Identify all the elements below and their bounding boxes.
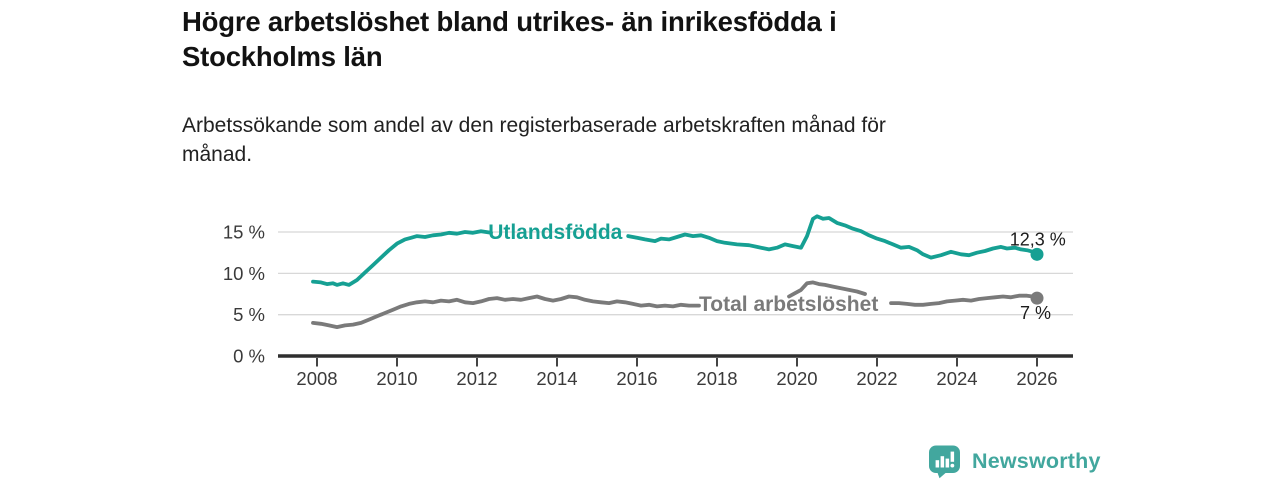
- chart-subtitle: Arbetssökande som andel av den registerb…: [182, 114, 886, 166]
- y-tick-label: 15 %: [223, 222, 265, 243]
- bar-chart-speech-bubble-icon: [929, 445, 960, 478]
- y-tick-label: 5 %: [233, 304, 265, 325]
- end-value-label-total: 7 %: [1020, 303, 1051, 323]
- end-dot-total: [1030, 291, 1044, 305]
- x-tick-label: 2022: [856, 368, 897, 389]
- y-tick-label: 0 %: [233, 346, 265, 367]
- y-tick-label: 10 %: [223, 263, 265, 284]
- newsworthy-brand: Newsworthy: [928, 444, 1101, 478]
- x-tick-label: 2026: [1016, 368, 1057, 389]
- x-tick-label: 2020: [776, 368, 817, 389]
- series-line-utlandsfodda: [311, 229, 493, 287]
- x-tick-label: 2024: [936, 368, 977, 389]
- x-tick-label: 2016: [616, 368, 657, 389]
- end-value-label-utlandsfodda: 12,3 %: [1010, 229, 1066, 249]
- x-tick-label: 2018: [696, 368, 737, 389]
- x-tick-label: 2014: [536, 368, 577, 389]
- series-label-utlandsfodda: Utlandsfödda: [488, 221, 622, 244]
- series-line-utlandsfodda: [626, 214, 1039, 260]
- series-line-total: [311, 294, 701, 330]
- brand-name: Newsworthy: [972, 449, 1101, 473]
- series-line-total: [787, 280, 867, 299]
- end-dot-utlandsfodda: [1030, 247, 1044, 261]
- series-label-total: Total arbetslöshet: [699, 293, 878, 316]
- x-tick-label: 2010: [376, 368, 417, 389]
- chart-title: Högre arbetslöshet bland utrikes- än inr…: [182, 6, 837, 72]
- series-line-total: [889, 293, 1039, 307]
- x-tick-label: 2008: [296, 368, 337, 389]
- x-tick-label: 2012: [456, 368, 497, 389]
